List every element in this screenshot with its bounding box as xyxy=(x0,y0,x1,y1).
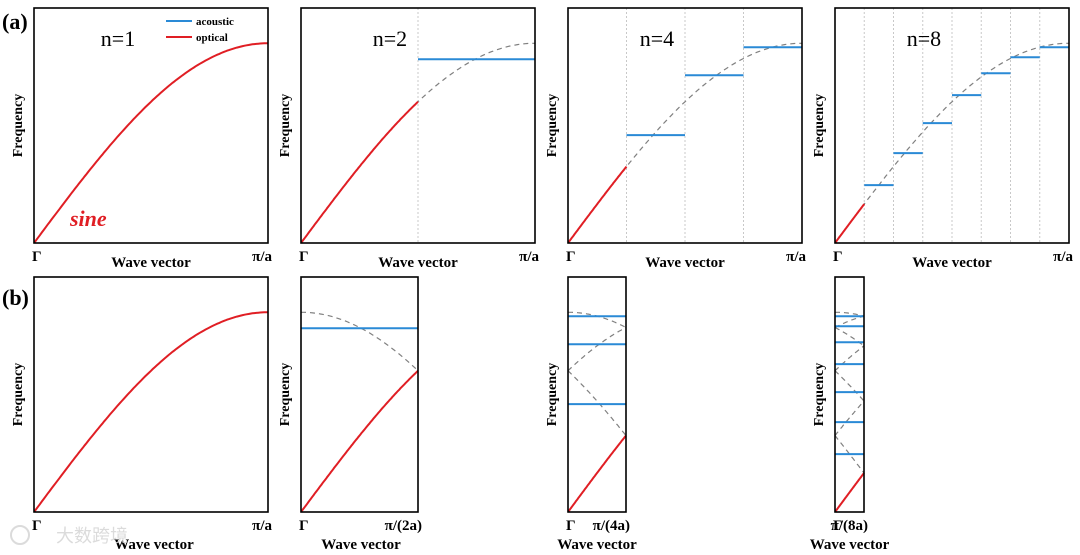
folded-branch-curve xyxy=(567,370,627,436)
plot-frame xyxy=(300,276,419,513)
x-axis-label: Wave vector xyxy=(645,255,725,271)
folded-branch-curve xyxy=(567,326,627,372)
y-axis-label: Frequency xyxy=(278,363,293,427)
y-axis-label: Frequency xyxy=(278,94,293,158)
plot-frame xyxy=(834,7,1070,244)
x-tick-label: Γ xyxy=(299,518,309,534)
folded-branch-curve xyxy=(568,311,627,329)
row-label-b: (b) xyxy=(2,285,29,310)
x-tick-label: Γ xyxy=(833,249,843,265)
x-tick-label: π/(8a) xyxy=(831,518,868,534)
x-tick-label: Γ xyxy=(299,249,309,265)
legend-optical-label: optical xyxy=(196,32,228,44)
row-label-a: (a) xyxy=(2,9,28,34)
chart-b4: Γπ/(8a) Wave vector Frequency xyxy=(810,276,890,553)
x-tick-label: Γ xyxy=(32,249,42,265)
x-axis-label: Wave vector xyxy=(111,255,191,271)
sine-annotation: sine xyxy=(69,206,107,231)
x-tick-label: π/a xyxy=(1053,249,1073,265)
y-axis-label: Frequency xyxy=(812,363,827,427)
folded-branch-curve xyxy=(834,400,865,436)
folded-branch-curve xyxy=(834,345,865,372)
acoustic-branch-line xyxy=(834,472,865,513)
folded-branch-curve xyxy=(301,311,419,372)
panel-title: n=4 xyxy=(640,26,674,51)
legend-acoustic-label: acoustic xyxy=(196,16,234,28)
x-axis-label: Wave vector xyxy=(810,537,890,553)
panel-title: n=2 xyxy=(373,26,407,51)
x-tick-label: Γ xyxy=(32,518,42,534)
folded-branch-curve xyxy=(835,311,865,317)
watermark-logo-icon xyxy=(10,525,30,545)
x-tick-label: Γ xyxy=(833,518,843,534)
y-axis-label: Frequency xyxy=(545,94,560,158)
panel-title: n=1 xyxy=(101,26,135,51)
x-axis-label: Wave vector xyxy=(378,255,458,271)
folded-branch-curve xyxy=(834,435,865,474)
plot-frame xyxy=(33,276,269,513)
acoustic-branch-line xyxy=(567,434,627,513)
watermark: 大数跨境 xyxy=(10,525,128,547)
y-axis-label: Frequency xyxy=(812,94,827,158)
x-tick-label: π/(2a) xyxy=(385,518,422,534)
x-tick-label: π/a xyxy=(252,518,272,534)
plot-frame xyxy=(300,7,536,244)
acoustic-branch-line xyxy=(567,165,628,244)
unfolded-dispersion-curve xyxy=(834,42,1069,244)
plot-frame xyxy=(33,7,269,244)
x-tick-label: π/a xyxy=(519,249,539,265)
y-axis-label: Frequency xyxy=(545,363,560,427)
plot-frame xyxy=(567,7,803,244)
x-axis-label: Wave vector xyxy=(557,537,637,553)
acoustic-branch-line xyxy=(300,101,419,244)
plot-frame xyxy=(834,276,865,513)
x-tick-label: Γ xyxy=(566,518,576,534)
acoustic-branch-line xyxy=(33,42,268,244)
x-axis-label: Wave vector xyxy=(912,255,992,271)
x-tick-label: π/a xyxy=(252,249,272,265)
acoustic-branch-line xyxy=(300,370,419,513)
plot-frame xyxy=(567,276,627,513)
acoustic-branch-line xyxy=(33,311,268,513)
acoustic-branch-line xyxy=(834,203,866,244)
x-tick-label: Γ xyxy=(566,249,576,265)
folded-branch-curve xyxy=(834,370,865,402)
legend: acoustic optical xyxy=(166,16,234,44)
x-tick-label: π/(4a) xyxy=(593,518,630,534)
y-axis-label: Frequency xyxy=(11,363,26,427)
y-axis-label: Frequency xyxy=(11,94,26,158)
watermark-text: 大数跨境 xyxy=(56,526,128,547)
x-axis-label: Wave vector xyxy=(114,537,194,553)
x-axis-label: Wave vector xyxy=(321,537,401,553)
x-tick-label: π/a xyxy=(786,249,806,265)
panel-title: n=8 xyxy=(907,26,941,51)
